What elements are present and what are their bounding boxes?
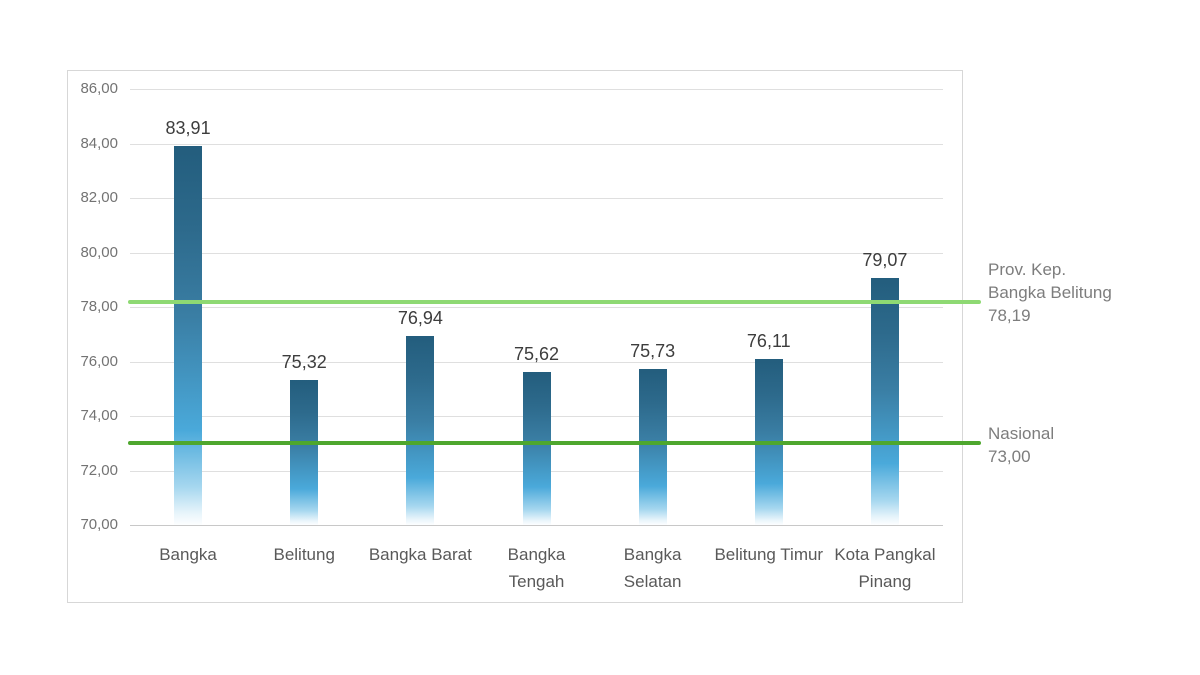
y-tick-label: 84,00 <box>80 134 118 152</box>
ref-label-provinsi-line1: Prov. Kep. <box>988 260 1067 279</box>
x-category-label: Bangka <box>159 545 217 564</box>
ref-label-provinsi-value: 78,19 <box>988 306 1031 325</box>
gridline <box>130 198 943 199</box>
y-tick-label: 76,00 <box>80 352 118 370</box>
x-category-label: Belitung <box>273 545 335 564</box>
y-tick-label: 86,00 <box>80 80 118 97</box>
ref-label-provinsi: Prov. Kep. Bangka Belitung 78,19 <box>988 258 1112 327</box>
ref-label-nasional-value: 73,00 <box>988 447 1031 466</box>
gridline <box>130 525 943 526</box>
bar-bangka <box>174 146 203 525</box>
bar-value-label: 76,11 <box>746 330 791 351</box>
x-category-label: Belitung Timur <box>714 545 824 564</box>
bar-belitung <box>290 380 319 525</box>
bar-value-label: 83,91 <box>165 118 211 138</box>
gridline <box>130 252 943 254</box>
chart-container <box>67 70 963 603</box>
bar-value-label: 76,94 <box>397 307 443 328</box>
ref-label-nasional: Nasional 73,00 <box>988 422 1054 468</box>
ref-label-nasional-line1: Nasional <box>988 424 1055 443</box>
y-tick-label: 72,00 <box>80 461 118 479</box>
reference-line-provinsi <box>128 299 981 304</box>
gridline <box>130 307 943 308</box>
x-category-label: Bangka Selatan <box>623 545 682 591</box>
y-tick-label: 74,00 <box>80 407 118 424</box>
plot-area: 83,91 75,32 76,94 75,62 75,73 76,11 79,07 <box>130 89 943 526</box>
ref-label-provinsi-line2: Bangka Belitung <box>988 283 1112 302</box>
bar-value-label: 75,32 <box>281 352 327 372</box>
x-category-label: Kota Pangkal Pinang <box>834 545 936 591</box>
y-tick-label: 82,00 <box>80 189 118 206</box>
x-category-label: Bangka Tengah <box>507 545 566 591</box>
y-tick-label: 78,00 <box>80 298 118 315</box>
bar-bangka-selatan <box>638 368 667 525</box>
reference-line-nasional <box>128 441 981 446</box>
x-category-label: Bangka Barat <box>368 545 472 564</box>
gridline <box>130 143 943 145</box>
bar-value-label: 79,07 <box>862 249 908 270</box>
gridline <box>130 89 943 90</box>
bar-value-label: 75,73 <box>630 340 676 361</box>
y-tick-label: 80,00 <box>80 243 118 261</box>
gridline <box>130 361 943 363</box>
bar-bangka-tengah <box>522 371 551 525</box>
bar-kota-pangkal-pinang <box>870 277 899 525</box>
bar-bangka-barat <box>406 335 435 525</box>
bar-value-label: 75,62 <box>513 343 560 364</box>
y-tick-label: 70,00 <box>80 516 118 533</box>
